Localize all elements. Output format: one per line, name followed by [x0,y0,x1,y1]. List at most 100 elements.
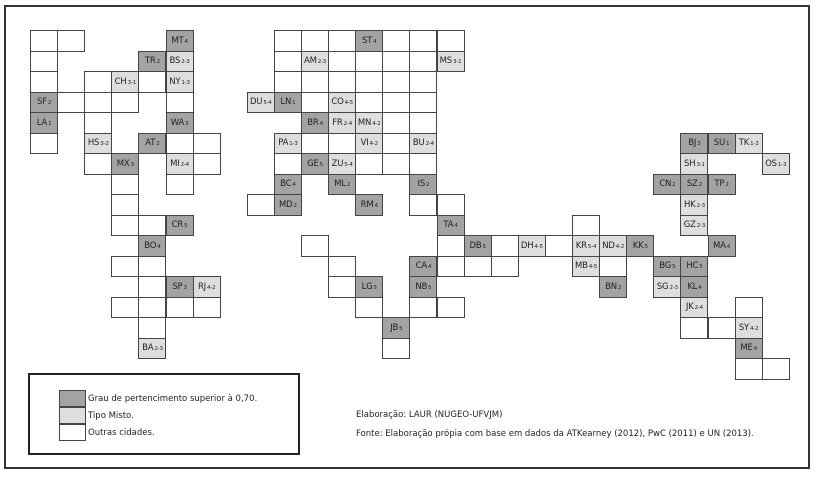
city-code: SZ [686,179,698,190]
city-cell-du: DU 5-4 [246,91,275,113]
legend: Grau de pertencimento superior à 0,70. T… [28,373,300,455]
city-cell-ma: MA 4 [707,235,736,257]
city-class-index: 3-1 [127,79,137,86]
city-code: ST [361,35,373,46]
city-cell-ge: GE 5 [301,153,330,175]
empty-city-cell [30,50,59,72]
city-cell-st: ST 4 [355,30,384,52]
city-code: ND [602,240,615,251]
city-code: HC [686,261,699,272]
city-code: BR [307,117,319,128]
city-code: RJ [197,281,206,292]
city-code: MN [357,117,372,128]
city-code: DH [520,240,534,251]
city-cell-tp: TP 2 [707,173,736,195]
empty-city-cell [355,71,384,93]
city-class-index: 3 [185,120,189,127]
empty-city-cell [490,235,519,257]
city-code: KL [687,281,698,292]
city-code: SP [172,281,183,292]
empty-city-cell [355,91,384,113]
legend-label-other: Outras cidades. [88,427,155,438]
city-class-index: 4 [753,346,758,353]
empty-city-cell [192,296,221,318]
city-cell-mi: MI 2-4 [165,153,194,175]
city-class-index: 4 [184,38,188,45]
city-cell-rm: RM 4 [355,194,384,216]
city-cell-db: DB 5 [463,235,492,257]
city-class-index: 3 [183,284,187,291]
city-cell-bo: BO 4 [138,235,167,257]
city-code: MA [713,240,726,251]
legend-swatch-light [59,407,86,424]
empty-city-cell [301,30,330,52]
empty-city-cell [409,71,438,93]
city-cell-md: MD 2 [273,194,302,216]
city-class-index: 5 [672,264,676,271]
empty-city-cell [57,30,86,52]
empty-city-cell [436,296,465,318]
city-code: MB [574,261,588,272]
city-code: TA [443,220,454,231]
empty-city-cell [761,358,790,380]
city-class-index: 4 [157,243,161,250]
empty-city-cell [30,30,59,52]
empty-city-cell [301,132,330,154]
city-code: NB [415,281,428,292]
empty-city-cell [436,235,465,257]
city-class-index: 1 [726,141,730,148]
legend-swatch-other [59,424,86,441]
city-class-index: 5-4 [587,243,597,250]
city-class-index: 1 [48,120,52,127]
empty-city-cell [409,30,438,52]
city-cell-su: SU 1 [707,132,736,154]
city-class-index: 3-1 [453,59,462,66]
city-class-index: 4 [427,264,432,271]
city-class-index: 3-2 [100,141,109,148]
city-code: LA [36,117,48,128]
city-code: DB [469,240,482,251]
city-cell-kk: KK 5 [626,235,655,257]
city-class-index: 4 [292,182,296,189]
empty-city-cell [409,194,438,216]
city-cell-ln: LN 1 [273,91,302,113]
city-cell-tr: TR 2 [138,50,167,72]
credits: Elaboração: LAUR (NUGEO-UFVJM) Fonte: El… [356,406,754,444]
city-code: IS [417,179,426,190]
city-class-index: 2 [672,182,676,189]
city-class-index: 2-3 [317,59,327,66]
city-class-index: 2-3 [696,202,706,209]
empty-city-cell [328,276,357,298]
empty-city-cell [30,132,59,154]
city-class-index: 1-3 [750,141,759,148]
city-cell-pa: PA 1-3 [273,132,302,154]
city-class-index: 4-2 [369,141,379,148]
city-code: SF [36,97,47,108]
city-code: CO [331,97,344,108]
city-class-index: 5 [399,325,403,332]
city-code: MX [116,158,130,169]
city-code: CH [114,76,127,87]
city-class-index: 2-3 [181,59,190,66]
empty-city-cell [680,317,709,339]
empty-city-cell [138,214,167,236]
empty-city-cell [165,296,194,318]
city-code: BA [142,343,154,354]
empty-city-cell [382,153,411,175]
city-code: TR [144,56,156,67]
empty-city-cell [355,296,384,318]
city-cell-wa: WA 3 [165,112,194,134]
city-class-index: 4 [373,38,377,45]
city-code: SU [713,138,725,149]
city-cell-bu: BU 2-4 [409,132,438,154]
city-class-index: 5 [373,284,378,291]
city-class-index: 5-4 [263,100,272,107]
city-code: LG [361,281,373,292]
empty-city-cell [382,337,411,359]
city-cell-ch: CH 3-1 [111,71,140,93]
city-cell-sz: SZ 2 [680,173,709,195]
empty-city-cell [355,153,384,175]
city-code: GZ [683,220,696,231]
city-code: NY [169,76,181,87]
